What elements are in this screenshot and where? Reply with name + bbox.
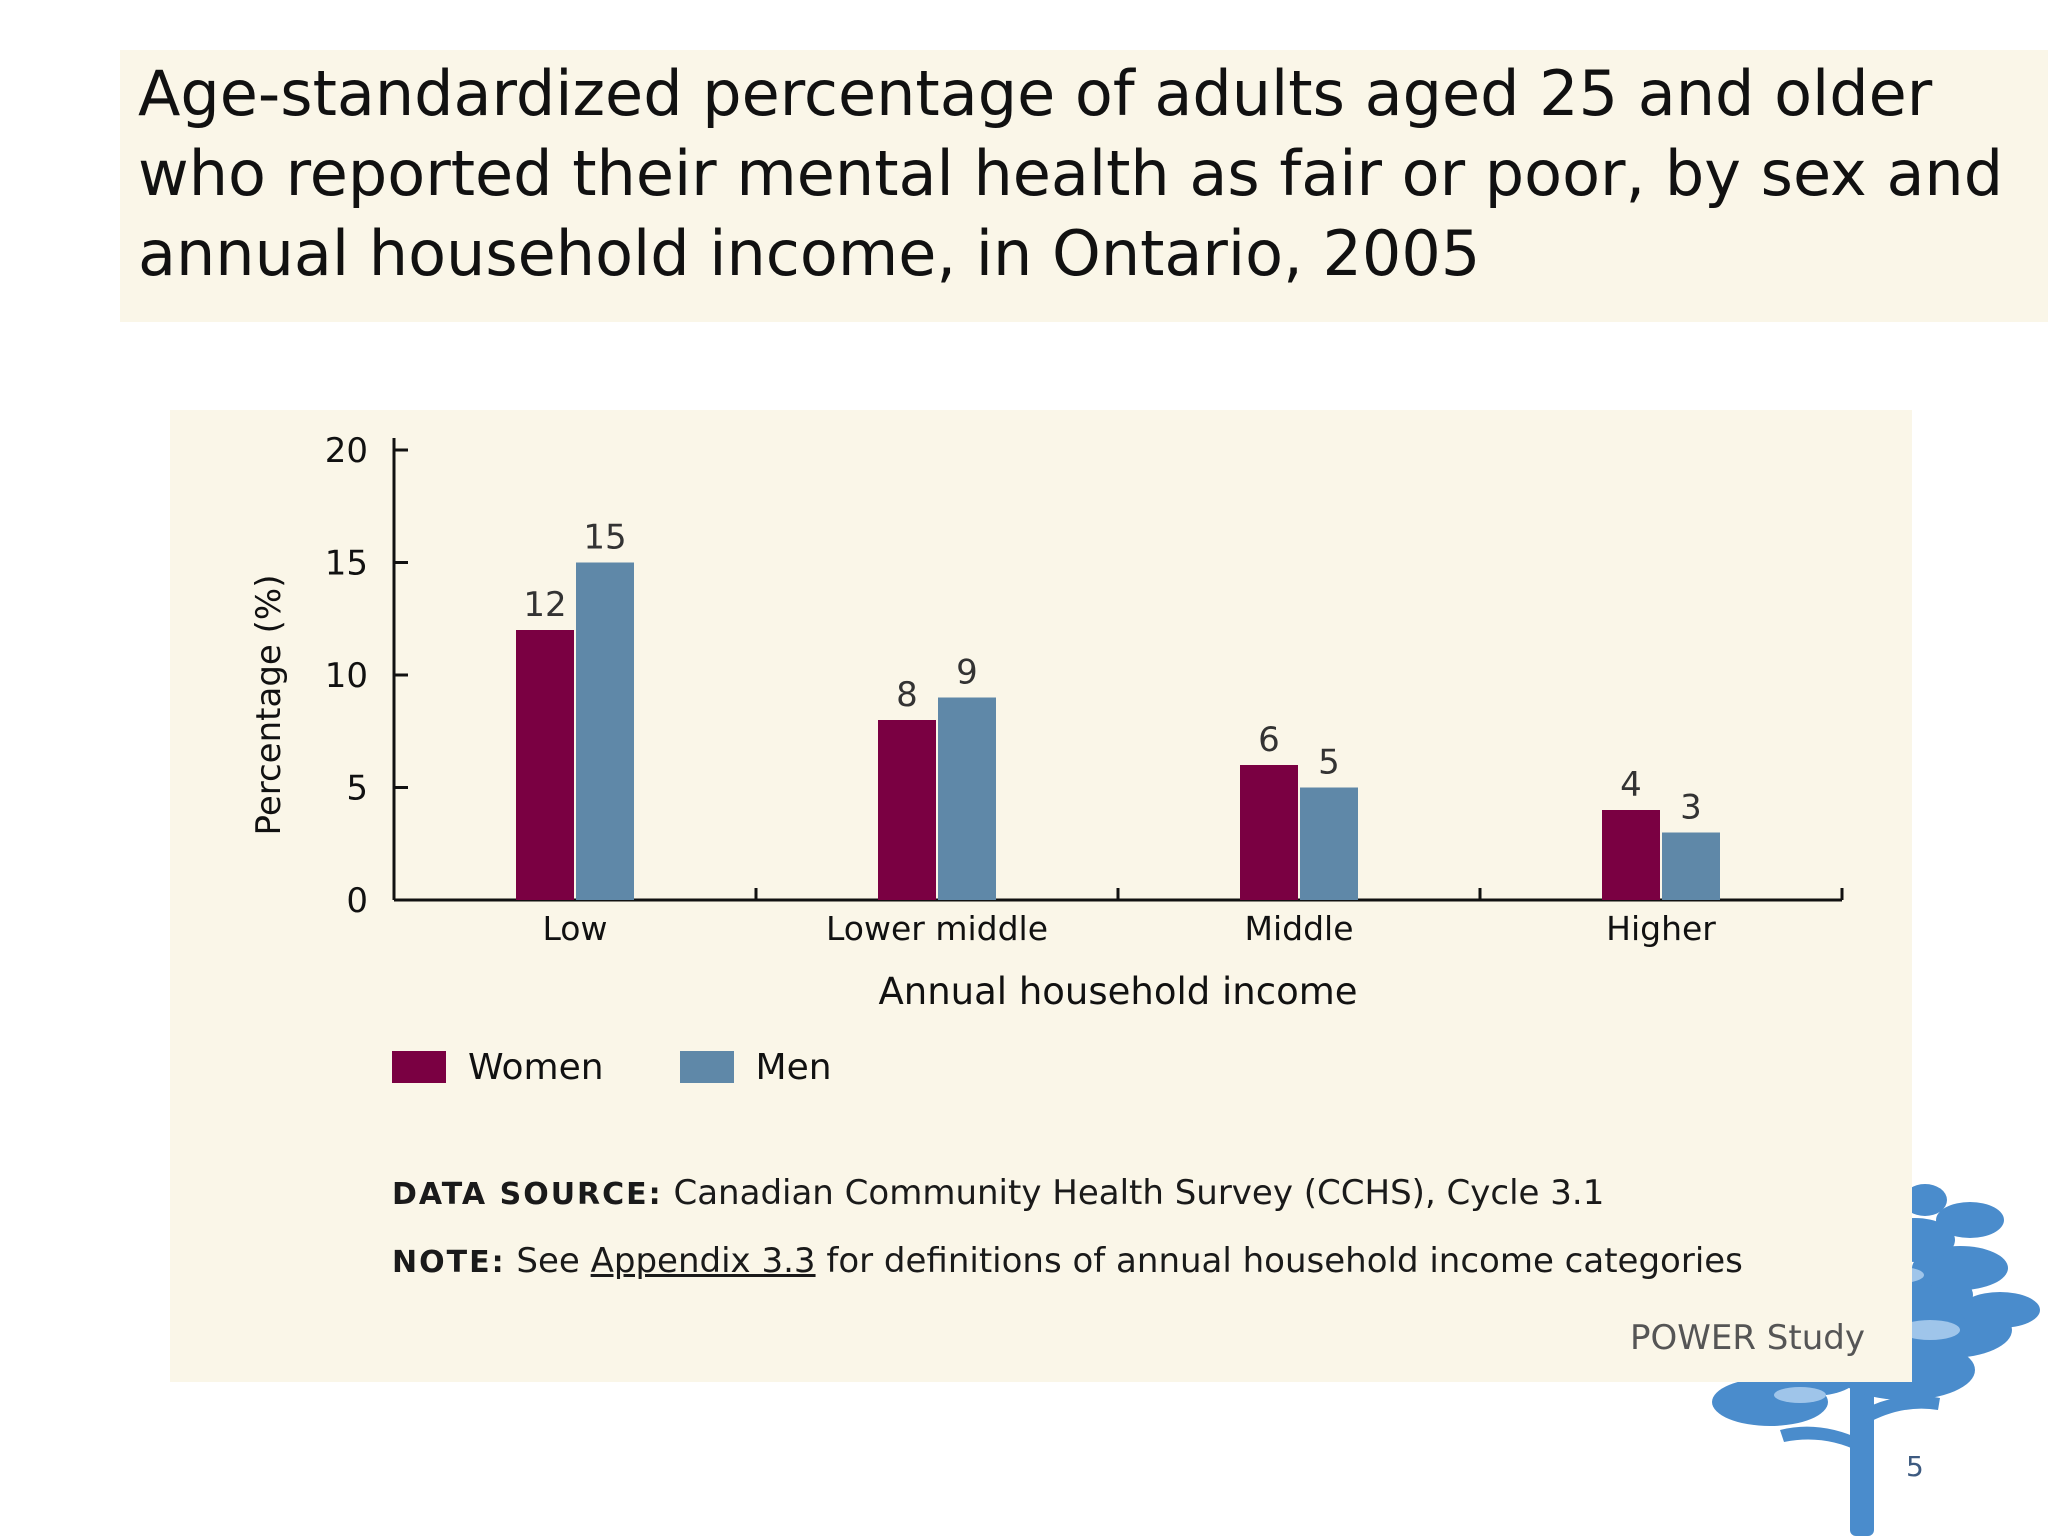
bar-value-label: 4 <box>1620 765 1642 805</box>
bar-value-label: 15 <box>583 518 626 558</box>
x-category-label: Middle <box>1244 909 1353 948</box>
figure-notes: DATA SOURCE: Canadian Community Health S… <box>392 1170 1842 1306</box>
title-box: Age-standardized percentage of adults ag… <box>120 50 2048 322</box>
x-category-label: Higher <box>1606 909 1716 948</box>
bar-value-label: 12 <box>523 585 566 625</box>
bar-women <box>1240 765 1298 900</box>
bar-value-label: 5 <box>1318 743 1340 783</box>
data-source-text: Canadian Community Health Survey (CCHS),… <box>673 1173 1605 1213</box>
y-tick-label: 0 <box>346 881 368 921</box>
watermark-text: POWER Study <box>1630 1318 1865 1358</box>
note-line: NOTE: See Appendix 3.3 for definitions o… <box>392 1238 1842 1286</box>
legend-item-men: Men <box>679 1046 832 1088</box>
legend-label-men: Men <box>755 1046 832 1088</box>
x-category-label: Lower middle <box>826 909 1048 948</box>
tree-logo <box>1712 1184 2040 1536</box>
x-category-label: Low <box>543 909 608 948</box>
legend-swatch-men <box>679 1051 734 1083</box>
y-tick-label: 15 <box>325 544 368 584</box>
data-source-line: DATA SOURCE: Canadian Community Health S… <box>392 1170 1842 1218</box>
bar-value-label: 9 <box>956 653 978 693</box>
bar-value-label: 8 <box>896 675 918 715</box>
legend-label-women: Women <box>468 1046 604 1088</box>
appendix-link[interactable]: Appendix 3.3 <box>590 1241 816 1281</box>
bar-value-label: 3 <box>1680 788 1702 828</box>
bar-value-label: 6 <box>1258 720 1280 760</box>
y-tick-label: 5 <box>346 769 368 809</box>
y-tick-label: 20 <box>325 431 368 471</box>
bar-men <box>938 697 996 900</box>
note-suffix: for definitions of annual household inco… <box>826 1241 1743 1281</box>
y-tick-label: 10 <box>325 656 368 696</box>
bar-women <box>878 720 936 900</box>
bar-women <box>1602 810 1660 900</box>
bar-women <box>516 630 574 900</box>
figure-panel: 0 5 10 15 20 Percentage (%) 12 15 Low 8 9 Lower mid… <box>170 410 1912 1382</box>
legend-swatch-women <box>392 1051 446 1083</box>
note-key: NOTE: <box>392 1245 506 1280</box>
note-prefix: See <box>516 1241 580 1281</box>
data-source-key: DATA SOURCE: <box>392 1177 663 1212</box>
y-axis-title: Percentage (%) <box>249 575 289 836</box>
bar-chart: 0 5 10 15 20 Percentage (%) 12 15 Low 89 Lower mid… <box>249 431 1844 1013</box>
chart-legend: Women Men <box>392 1042 908 1092</box>
bar-men <box>576 562 634 900</box>
page-number: 5 <box>1906 1450 1924 1483</box>
bar-men <box>1662 832 1720 900</box>
bar-men <box>1300 787 1358 900</box>
x-axis-title: Annual household income <box>878 970 1357 1013</box>
legend-item-women: Women <box>392 1047 604 1088</box>
slide-title: Age-standardized percentage of adults ag… <box>138 57 2004 290</box>
